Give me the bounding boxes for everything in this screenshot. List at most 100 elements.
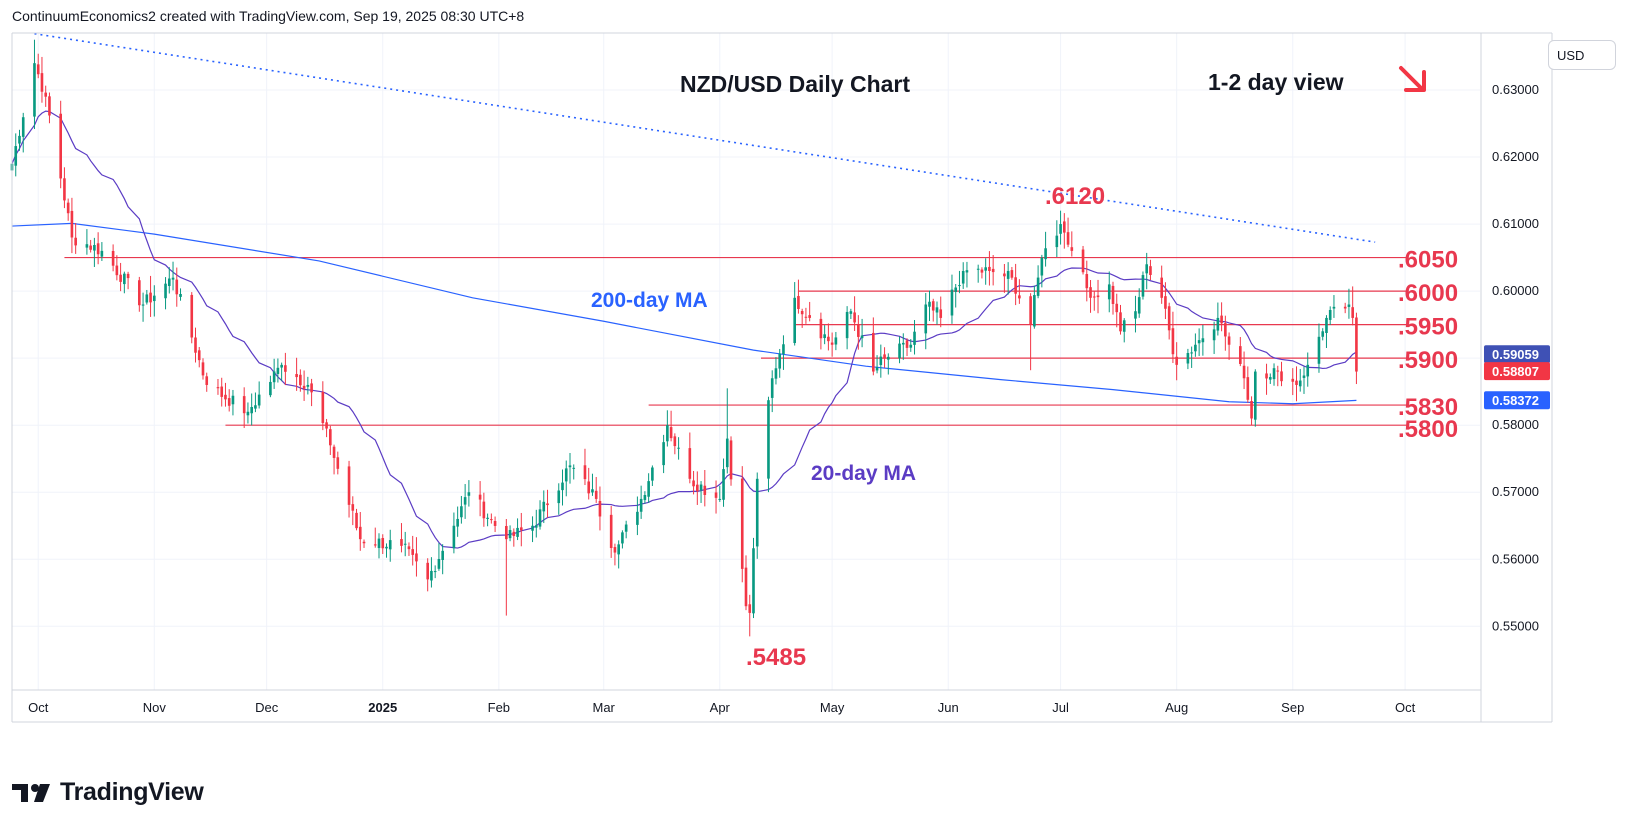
candle bbox=[332, 444, 336, 475]
candle-body bbox=[782, 344, 785, 355]
x-tick-label: Aug bbox=[1165, 700, 1188, 715]
candle bbox=[1107, 271, 1111, 313]
candle-body bbox=[358, 526, 362, 540]
ma200-label: 200-day MA bbox=[591, 289, 708, 312]
candle-body bbox=[205, 376, 209, 385]
candle-body bbox=[437, 558, 441, 569]
candle-body bbox=[478, 494, 482, 500]
candle bbox=[171, 261, 175, 291]
candle-body bbox=[534, 525, 538, 528]
candle bbox=[1040, 254, 1044, 288]
candle-body bbox=[1194, 344, 1197, 352]
candle-body bbox=[819, 318, 823, 339]
candle-body bbox=[1040, 257, 1044, 276]
candle bbox=[928, 290, 931, 321]
candle bbox=[1242, 351, 1246, 390]
candle bbox=[901, 333, 905, 360]
candle bbox=[516, 518, 519, 541]
candle-body bbox=[452, 525, 456, 549]
candle-body bbox=[714, 492, 718, 498]
candle bbox=[924, 293, 928, 350]
candle bbox=[1220, 302, 1223, 332]
candle-body bbox=[1197, 340, 1201, 344]
candle-body bbox=[194, 337, 197, 353]
candle bbox=[18, 129, 21, 151]
candle-body bbox=[564, 468, 568, 482]
candle bbox=[767, 396, 770, 493]
candle-body bbox=[699, 484, 703, 491]
candle-body bbox=[875, 367, 879, 371]
candle-body bbox=[460, 506, 463, 518]
candle bbox=[669, 410, 673, 442]
candle bbox=[636, 496, 639, 536]
candle bbox=[126, 271, 130, 290]
candle-body bbox=[1351, 307, 1354, 318]
candle bbox=[85, 229, 89, 255]
candle bbox=[752, 537, 755, 619]
candle bbox=[512, 528, 516, 547]
candle-body bbox=[1306, 364, 1310, 377]
candle bbox=[591, 473, 594, 496]
candle bbox=[1280, 361, 1283, 387]
candle bbox=[875, 355, 879, 374]
candle-body bbox=[1328, 309, 1332, 320]
candle-body bbox=[1085, 274, 1089, 289]
candle-body bbox=[164, 283, 167, 299]
candle-body bbox=[1107, 284, 1111, 300]
candle-body bbox=[594, 490, 598, 499]
candle-body bbox=[85, 244, 89, 248]
candle-body bbox=[1253, 371, 1257, 420]
candle bbox=[1145, 252, 1149, 290]
ma200-price-tag: 0.58372 bbox=[1484, 391, 1550, 410]
candle bbox=[1134, 295, 1137, 333]
candle bbox=[886, 353, 890, 375]
candle-body bbox=[546, 503, 549, 506]
candle-body bbox=[872, 332, 875, 372]
candle-body bbox=[609, 514, 613, 549]
candle bbox=[827, 323, 830, 351]
candle-body bbox=[677, 447, 680, 449]
candle-body bbox=[152, 295, 156, 302]
y-tick-label: 0.57000 bbox=[1492, 484, 1539, 499]
candle bbox=[845, 306, 849, 350]
candle bbox=[1227, 332, 1231, 360]
candle bbox=[673, 433, 677, 455]
candle bbox=[167, 267, 171, 294]
candle-body bbox=[490, 519, 493, 521]
candle-body bbox=[220, 386, 224, 397]
y-tick-label: 0.58000 bbox=[1492, 417, 1539, 432]
brand-logo[interactable]: TradingView bbox=[12, 778, 204, 807]
candle-body bbox=[1332, 306, 1336, 309]
candle-body bbox=[175, 279, 179, 295]
candle bbox=[40, 56, 44, 103]
y-tick-label: 0.61000 bbox=[1492, 216, 1539, 231]
candle bbox=[860, 318, 864, 348]
candle-body bbox=[1317, 336, 1321, 364]
candle-body bbox=[598, 500, 602, 517]
candle-body bbox=[284, 365, 287, 372]
candle bbox=[1295, 366, 1298, 402]
candle bbox=[220, 377, 224, 407]
candle bbox=[59, 100, 62, 189]
candle bbox=[931, 298, 935, 322]
candle-body bbox=[89, 245, 92, 250]
candle-body bbox=[1325, 317, 1328, 333]
candle bbox=[729, 436, 733, 486]
candle-body bbox=[1089, 287, 1092, 298]
candle-body bbox=[531, 525, 534, 531]
chart-attribution: ContinuumEconomics2 created with Trading… bbox=[12, 8, 525, 24]
candle bbox=[280, 362, 283, 382]
candle bbox=[714, 480, 718, 514]
candle-body bbox=[21, 117, 25, 137]
candle bbox=[643, 491, 647, 504]
currency-button[interactable]: USD bbox=[1548, 40, 1616, 70]
candle-body bbox=[505, 526, 508, 540]
candle bbox=[272, 358, 276, 389]
candle-body bbox=[673, 436, 677, 447]
candle-body bbox=[519, 527, 523, 531]
candle bbox=[594, 477, 598, 503]
candle bbox=[467, 480, 471, 507]
candle bbox=[74, 222, 77, 254]
candle-body bbox=[1268, 377, 1272, 380]
